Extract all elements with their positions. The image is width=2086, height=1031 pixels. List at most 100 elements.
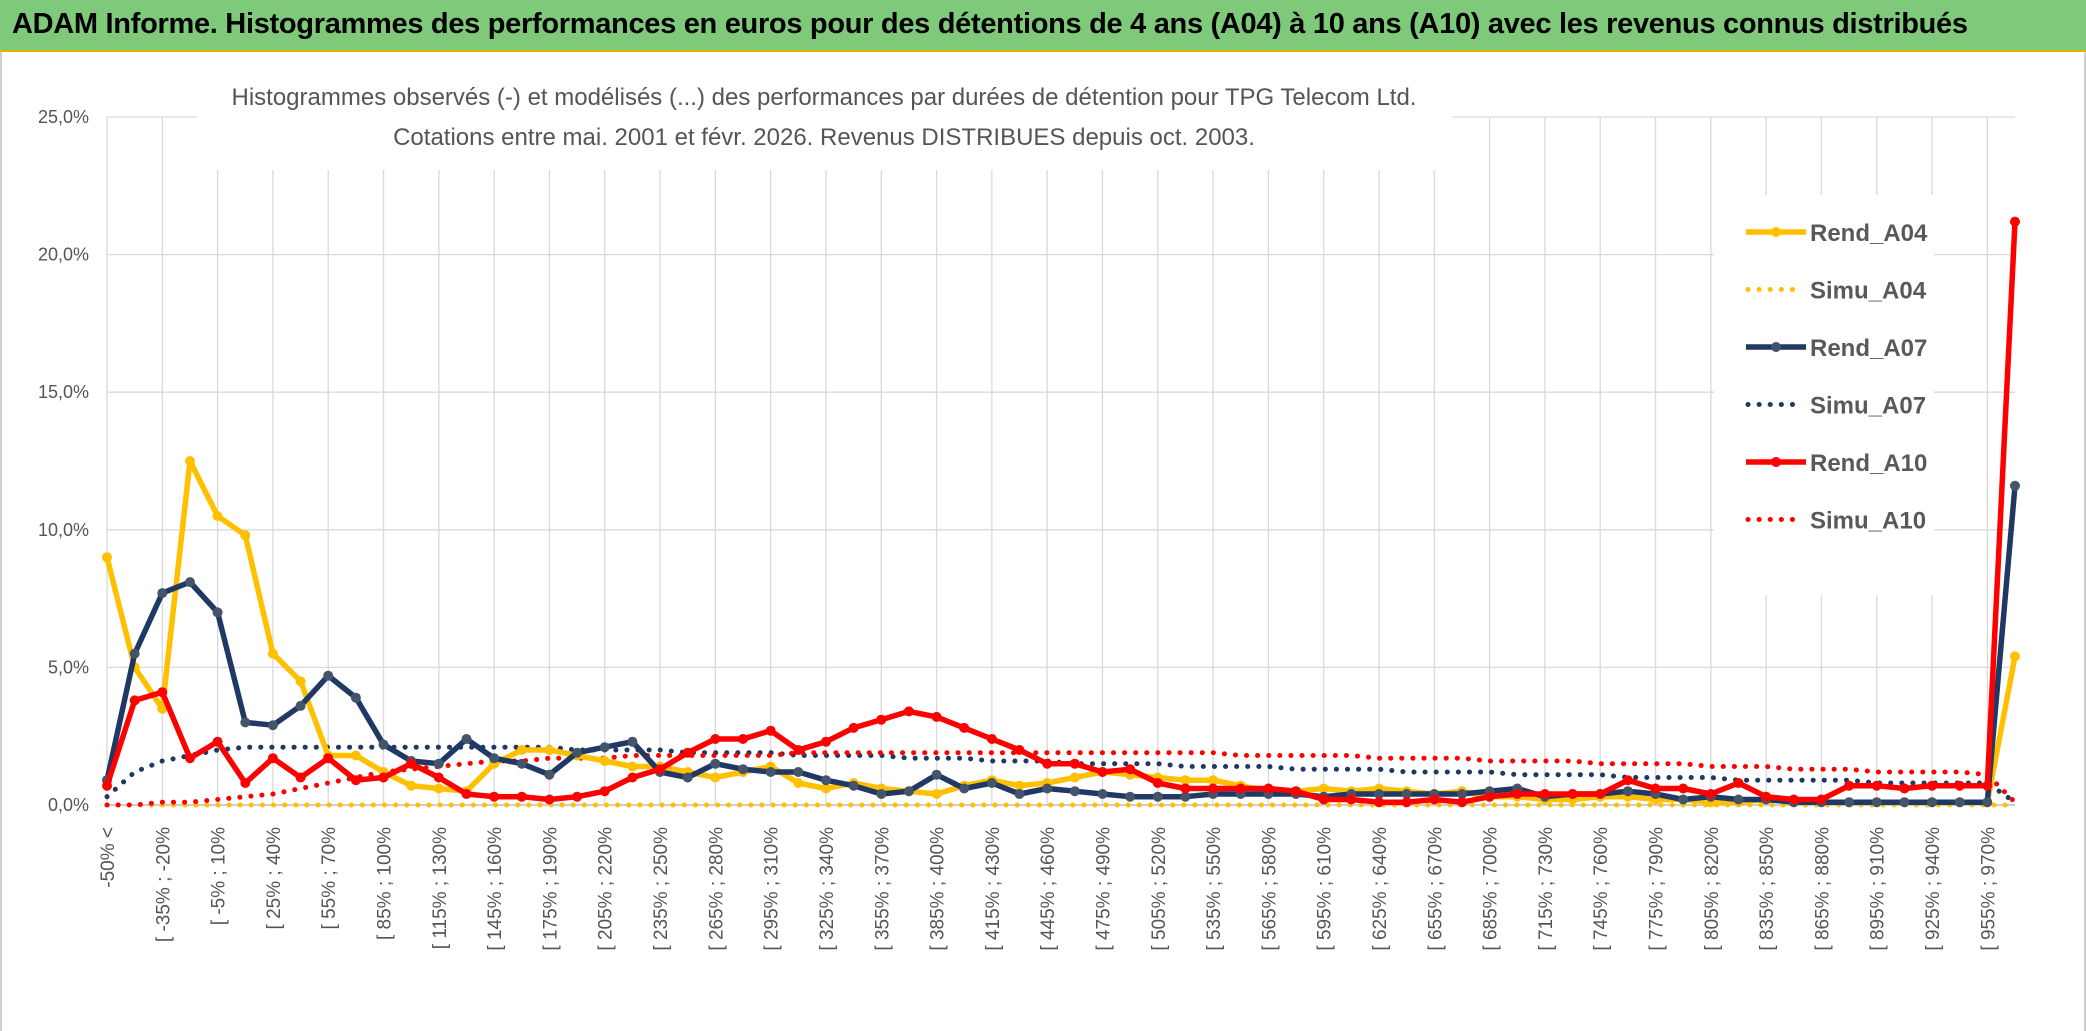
x-tick-label: [ 535% ; 550%: [1204, 827, 1225, 951]
x-tick-label: [ 475% ; 490%: [1093, 827, 1114, 951]
data-point: [793, 745, 804, 755]
data-point: [378, 772, 389, 783]
x-tick-label: [ 565% ; 580%: [1259, 827, 1280, 951]
data-point: [1761, 791, 1772, 802]
data-point: [1042, 783, 1053, 794]
y-tick-label: 20,0%: [38, 245, 89, 265]
data-point: [793, 778, 804, 788]
data-point: [1982, 780, 1993, 791]
x-tick-label: [ 265% ; 280%: [706, 827, 727, 951]
data-point: [516, 758, 527, 769]
legend-background: [1714, 195, 1934, 595]
data-point: [1152, 778, 1163, 788]
data-point: [1318, 783, 1329, 794]
data-point: [433, 772, 444, 783]
data-point: [1180, 791, 1191, 802]
data-point: [2010, 480, 2020, 491]
x-tick-label: [ 235% ; 250%: [651, 827, 672, 951]
data-point: [1678, 794, 1689, 805]
x-tick-label: [ 415% ; 430%: [983, 827, 1004, 951]
x-axis-ticks: -50% < [ -35% ; -20% [ -5% ; 10% [ 25% ; 40…: [98, 827, 1999, 951]
x-tick-label: [ 85% ; 100%: [375, 827, 396, 940]
data-point: [986, 734, 997, 744]
data-point: [185, 577, 195, 588]
data-point: [295, 772, 306, 783]
data-point: [1069, 758, 1080, 769]
x-tick-label: [ 55% ; 70%: [319, 827, 340, 930]
x-tick-label: [ 115% ; 130%: [430, 827, 451, 949]
data-point: [1429, 794, 1440, 805]
x-tick-label: [ 595% ; 610%: [1315, 827, 1336, 951]
data-point: [765, 767, 776, 777]
data-point: [1263, 783, 1274, 794]
data-point: [627, 761, 638, 772]
legend-marker: [1771, 227, 1781, 237]
y-tick-label: 0,0%: [48, 795, 89, 815]
series-rend-a10: [102, 216, 2020, 808]
legend: Rend_A04 Simu_A04 Rend_A07 Simu_A07 Rend_A10…: [1714, 195, 1934, 595]
y-tick-label: 15,0%: [38, 382, 89, 402]
legend-entry: Rend_A10: [1746, 450, 1927, 477]
data-point: [267, 753, 278, 764]
x-tick-label: [ 205% ; 220%: [596, 827, 617, 951]
data-point: [406, 780, 417, 791]
x-tick-label: [ 25% ; 40%: [264, 827, 285, 930]
data-point: [102, 552, 112, 563]
data-point: [212, 607, 223, 618]
y-tick-label: 10,0%: [38, 520, 89, 540]
data-point: [655, 764, 665, 775]
data-point: [986, 778, 997, 788]
report-header: ADAM Informe. Histogrammes des performan…: [0, 0, 2086, 52]
data-point: [1733, 794, 1744, 805]
data-point: [157, 588, 168, 599]
data-point: [1705, 789, 1716, 799]
data-point: [1622, 775, 1633, 786]
data-point: [129, 648, 140, 659]
data-point: [240, 778, 251, 788]
data-point: [1650, 783, 1661, 794]
data-point: [738, 734, 748, 744]
legend-label: Simu_A04: [1810, 278, 1927, 305]
legend-label: Rend_A07: [1810, 335, 1927, 362]
data-point: [102, 780, 112, 791]
data-point: [378, 739, 389, 750]
data-point: [1899, 783, 1910, 794]
legend-entry: Simu_A10: [1745, 508, 1926, 535]
data-point: [1539, 789, 1550, 799]
histogram-chart: 0,0% 5,0% 10,0% 15,0% 20,0% 25,0% -50% < [ -35…: [38, 74, 2020, 951]
data-point: [1069, 772, 1080, 783]
data-point: [1291, 786, 1301, 797]
data-point: [1374, 789, 1384, 799]
data-point: [710, 758, 721, 769]
data-point: [489, 791, 500, 802]
data-point: [212, 736, 223, 747]
legend-entry: Simu_A04: [1745, 278, 1927, 305]
data-point: [1014, 745, 1025, 755]
data-point: [931, 789, 942, 799]
legend-label: Simu_A10: [1810, 508, 1926, 535]
data-point: [903, 786, 914, 797]
data-point: [516, 745, 527, 755]
series-line: [104, 221, 2018, 805]
x-tick-label: [ 835% ; 850%: [1757, 827, 1778, 951]
data-point: [599, 742, 610, 753]
data-point: [1457, 797, 1467, 808]
x-tick-label: [ 385% ; 400%: [928, 827, 949, 951]
series-line: [104, 485, 2018, 805]
data-point: [1346, 794, 1357, 805]
legend-marker: [1771, 457, 1781, 467]
legend-entry: Simu_A07: [1745, 393, 1926, 420]
data-point: [959, 783, 970, 794]
data-point: [2010, 651, 2020, 662]
data-point: [1235, 783, 1246, 794]
x-tick-label: [ 775% ; 790%: [1647, 827, 1668, 951]
legend-label: Rend_A10: [1810, 450, 1927, 477]
chart-frame: 0,0% 5,0% 10,0% 15,0% 20,0% 25,0% -50% < [ -35…: [0, 52, 2086, 1031]
data-point: [959, 722, 970, 733]
data-point: [1871, 780, 1882, 791]
data-point: [1982, 797, 1993, 808]
data-point: [1927, 780, 1937, 791]
data-point: [461, 734, 472, 744]
data-point: [1180, 775, 1191, 786]
data-point: [599, 786, 610, 797]
